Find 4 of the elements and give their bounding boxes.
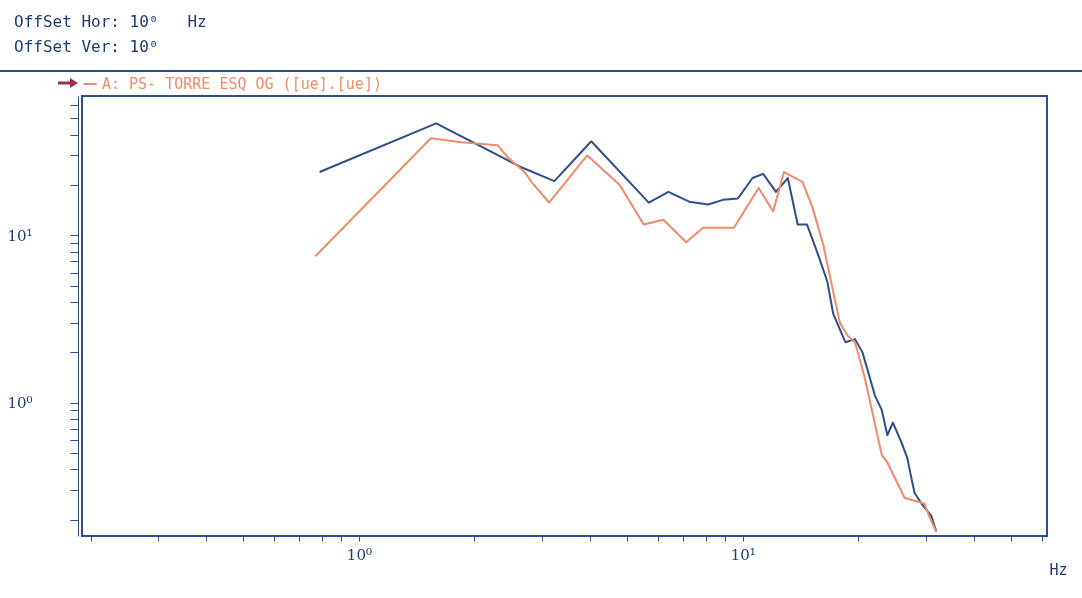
x-axis-title: Hz — [1049, 560, 1068, 579]
text: OffSet Ver: 10⁰ — [14, 37, 160, 56]
legend-label: A: PS- TORRE ESQ OG ([ue].[ue]) — [102, 75, 382, 93]
text: OffSet Hor: 10⁰ Hz — [14, 12, 208, 31]
